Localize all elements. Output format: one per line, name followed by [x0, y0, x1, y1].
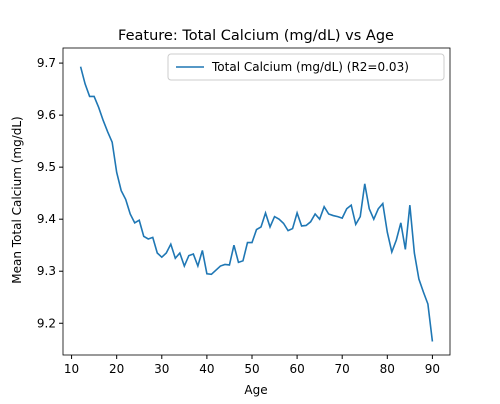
x-tick-label: 50 — [244, 362, 259, 376]
y-tick-label: 9.4 — [37, 212, 56, 226]
y-tick-label: 9.3 — [37, 264, 56, 278]
x-tick-label: 60 — [289, 362, 304, 376]
x-axis-label: Age — [244, 383, 267, 397]
legend-box — [167, 53, 445, 81]
y-tick-label: 9.6 — [37, 108, 56, 122]
y-tick-label: 9.2 — [37, 316, 56, 330]
x-tick-label: 40 — [199, 362, 214, 376]
y-tick-label: 9.7 — [37, 56, 56, 70]
x-tick-label: 20 — [109, 362, 124, 376]
y-tick-label: 9.5 — [37, 160, 56, 174]
chart-title: Feature: Total Calcium (mg/dL) vs Age — [118, 28, 394, 44]
x-tick-label: 70 — [335, 362, 350, 376]
x-tick-label: 90 — [425, 362, 440, 376]
x-tick-label: 80 — [380, 362, 395, 376]
y-axis-label: Mean Total Calcium (mg/dL) — [10, 116, 24, 283]
x-tick-label: 30 — [154, 362, 169, 376]
legend-label: Total Calcium (mg/dL) (R2=0.03) — [211, 60, 409, 74]
x-tick-label: 10 — [64, 362, 79, 376]
plot-frame — [62, 47, 451, 356]
line-series — [79, 66, 434, 342]
